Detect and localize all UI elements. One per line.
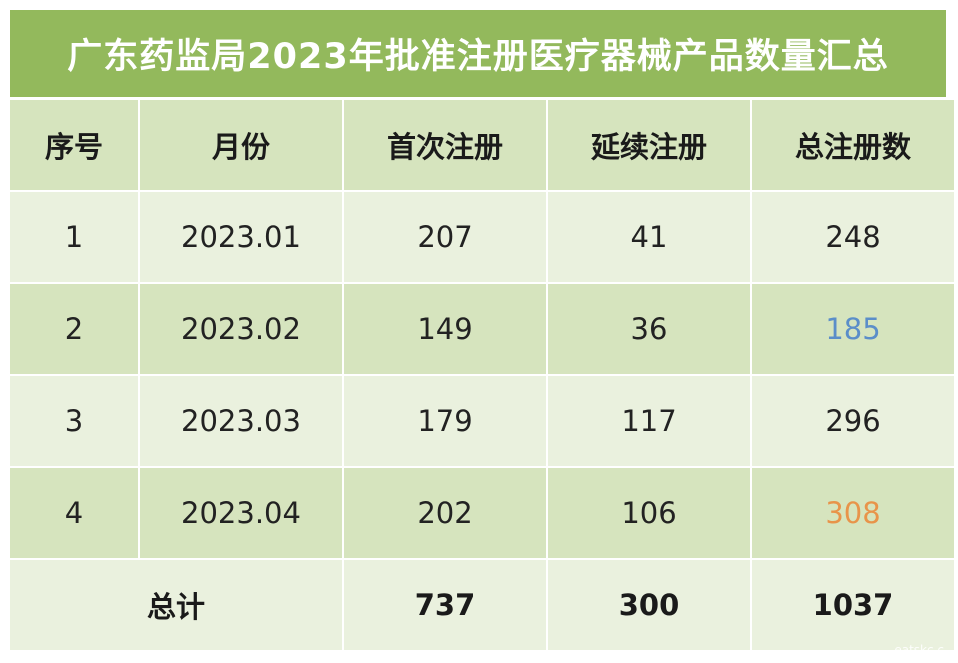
table-title: 广东药监局2023年批准注册医疗器械产品数量汇总	[10, 10, 946, 97]
cell: 179	[344, 376, 546, 466]
cell: 248	[752, 192, 954, 282]
cell: 202	[344, 468, 546, 558]
cell: 308	[752, 468, 954, 558]
cell: 4	[10, 468, 138, 558]
cell: 3	[10, 376, 138, 466]
cell: 2023.01	[140, 192, 342, 282]
watermark: eatskc.c	[894, 643, 944, 657]
cell: 117	[548, 376, 750, 466]
header-cell: 月份	[140, 100, 342, 190]
cell: 296	[752, 376, 954, 466]
cell: 2	[10, 284, 138, 374]
total-cell: 1037	[752, 560, 954, 650]
cell: 185	[752, 284, 954, 374]
cell: 1	[10, 192, 138, 282]
total-cell: 300	[548, 560, 750, 650]
total-label: 总计	[10, 560, 342, 650]
header-cell: 首次注册	[344, 100, 546, 190]
header-cell: 序号	[10, 100, 138, 190]
cell: 149	[344, 284, 546, 374]
total-cell: 737	[344, 560, 546, 650]
header-cell: 延续注册	[548, 100, 750, 190]
header-cell: 总注册数	[752, 100, 954, 190]
cell: 106	[548, 468, 750, 558]
table: 序号 月份 首次注册 延续注册 总注册数 1 2023.01 207 41 24…	[10, 100, 954, 650]
cell: 2023.02	[140, 284, 342, 374]
cell: 2023.03	[140, 376, 342, 466]
cell: 207	[344, 192, 546, 282]
cell: 2023.04	[140, 468, 342, 558]
cell: 41	[548, 192, 750, 282]
cell: 36	[548, 284, 750, 374]
